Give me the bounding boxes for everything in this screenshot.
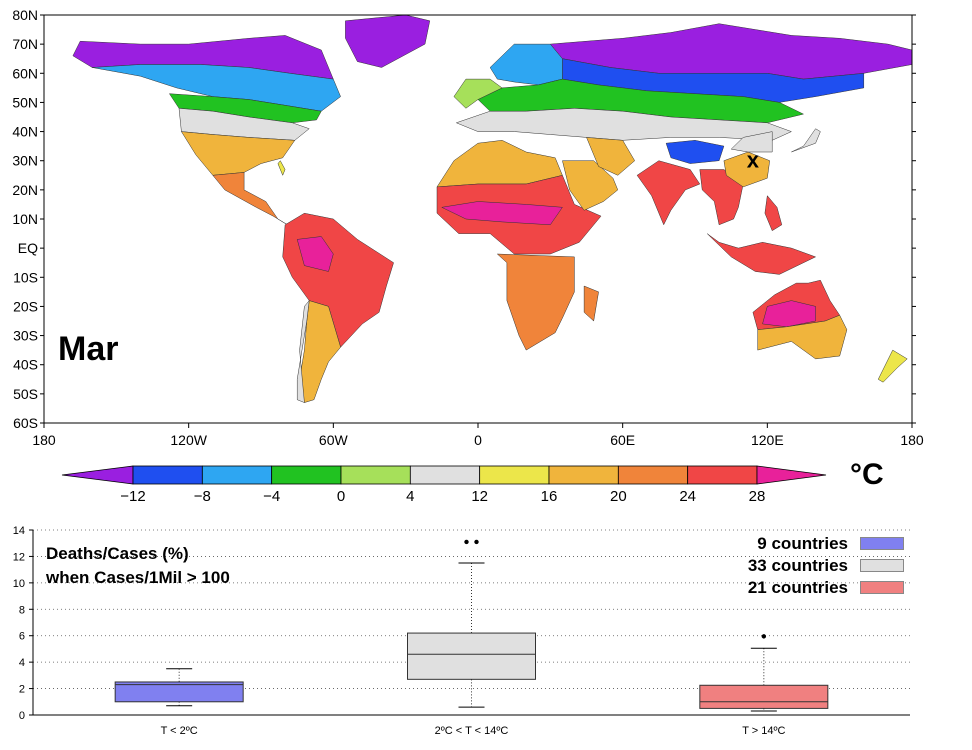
lat-label: 60S: [13, 415, 38, 431]
lon-label: 120E: [751, 432, 784, 448]
colorbar-tick-label: 0: [337, 488, 345, 505]
amazon-hot: [296, 236, 334, 272]
box: [407, 632, 536, 680]
y-tick-label: 14: [13, 525, 25, 537]
colorbar-arrow-high: [756, 465, 827, 485]
legend-label: 33 countries: [747, 556, 848, 575]
box: [114, 681, 244, 703]
lat-label: 80N: [12, 7, 38, 23]
location-marker: x: [747, 147, 760, 172]
sahel: [440, 201, 563, 226]
legend-label: 21 countries: [747, 578, 848, 597]
colorbar-tick-label: −12: [120, 488, 145, 505]
lat-label: 30N: [12, 153, 38, 169]
japan: [791, 128, 821, 153]
andes: [296, 299, 310, 403]
new-zealand: [877, 349, 908, 383]
lon-label: 60W: [319, 432, 349, 448]
legend-swatch: [860, 537, 904, 550]
temperature-map: 80N 70N 60N 50N 40N 30N 20N 10N EQ 10S 20S 30S 40S 50…: [12, 7, 924, 448]
lat-label: 70N: [12, 36, 38, 52]
lat-label: 10S: [13, 269, 38, 285]
box: [699, 684, 829, 709]
lat-label: 40N: [12, 124, 38, 140]
lon-label: 120W: [170, 432, 207, 448]
india: [636, 160, 701, 226]
lat-label: 10N: [12, 211, 38, 227]
lat-label: 40S: [13, 357, 38, 373]
legend-item: 33 countries: [600, 556, 904, 576]
north-america-cold: [92, 64, 341, 112]
y-tick-label: 6: [19, 631, 25, 643]
colorbar-tick-label: 16: [541, 488, 558, 505]
x-tick-label: T > 14ºC: [742, 725, 785, 737]
legend-swatch: [860, 559, 904, 572]
outlier-point: [761, 634, 767, 639]
tibet: [665, 140, 725, 164]
philippines: [764, 195, 783, 232]
lat-label: 20S: [13, 298, 38, 314]
lat-label: 20N: [12, 182, 38, 198]
legend-item: 21 countries: [600, 578, 904, 598]
chart-title-line-2: when Cases/1Mil > 100: [46, 568, 230, 587]
outlier-point: [474, 539, 479, 545]
madagascar: [583, 285, 599, 322]
y-tick-label: 2: [19, 684, 25, 696]
y-tick-label: 4: [19, 657, 25, 669]
lat-label: EQ: [18, 240, 38, 256]
y-tick-label: 12: [13, 551, 25, 563]
australia-south: [757, 314, 848, 360]
colorbar-tick-label: 28: [749, 488, 766, 505]
central-america: [212, 172, 288, 226]
legend-swatch: [860, 581, 904, 594]
legend-item: 9 countries: [600, 534, 904, 554]
colorbar-tick-label: −8: [194, 488, 211, 505]
y-tick-label: 10: [13, 578, 25, 590]
indonesia: [706, 233, 817, 275]
y-tick-label: 0: [19, 710, 25, 722]
colorbar-tick-label: 24: [679, 488, 696, 505]
month-label: Mar: [58, 330, 119, 368]
colorbar-unit-label: °C: [850, 458, 884, 491]
colorbar-tick-label: 4: [406, 488, 414, 505]
lat-label: 50N: [12, 94, 38, 110]
legend-label: 9 countries: [757, 534, 848, 553]
lat-label: 30S: [13, 328, 38, 344]
outlier-point: [464, 539, 469, 545]
temperature-colorbar: −12 −8 −4 0 4 12 16 20 24 28: [61, 465, 827, 505]
lat-label: 50S: [13, 386, 38, 402]
lon-label: 180: [32, 432, 56, 448]
lon-label: 60E: [610, 432, 635, 448]
colorbar-tick-label: 12: [471, 488, 488, 505]
arabia: [562, 160, 619, 211]
iran: [586, 137, 636, 176]
north-america-warm: [180, 131, 296, 176]
east-china: [730, 131, 773, 153]
southern-africa: [496, 253, 575, 351]
lon-label: 180: [900, 432, 924, 448]
australia-interior: [762, 300, 816, 328]
lon-label: 0: [474, 432, 482, 448]
lat-label: 60N: [12, 65, 38, 81]
chart-title-line-1: Deaths/Cases (%): [46, 544, 189, 563]
southern-eurasia: [455, 108, 793, 141]
y-tick-label: 8: [19, 604, 25, 616]
x-tick-label: 2ºC < T < 14ºC: [435, 725, 509, 737]
greenland: [345, 14, 431, 68]
florida: [277, 160, 286, 176]
colorbar-tick-label: −4: [263, 488, 280, 505]
colorbar-tick-label: 20: [610, 488, 627, 505]
western-europe: [453, 78, 503, 109]
x-tick-label: T < 2ºC: [161, 725, 198, 737]
